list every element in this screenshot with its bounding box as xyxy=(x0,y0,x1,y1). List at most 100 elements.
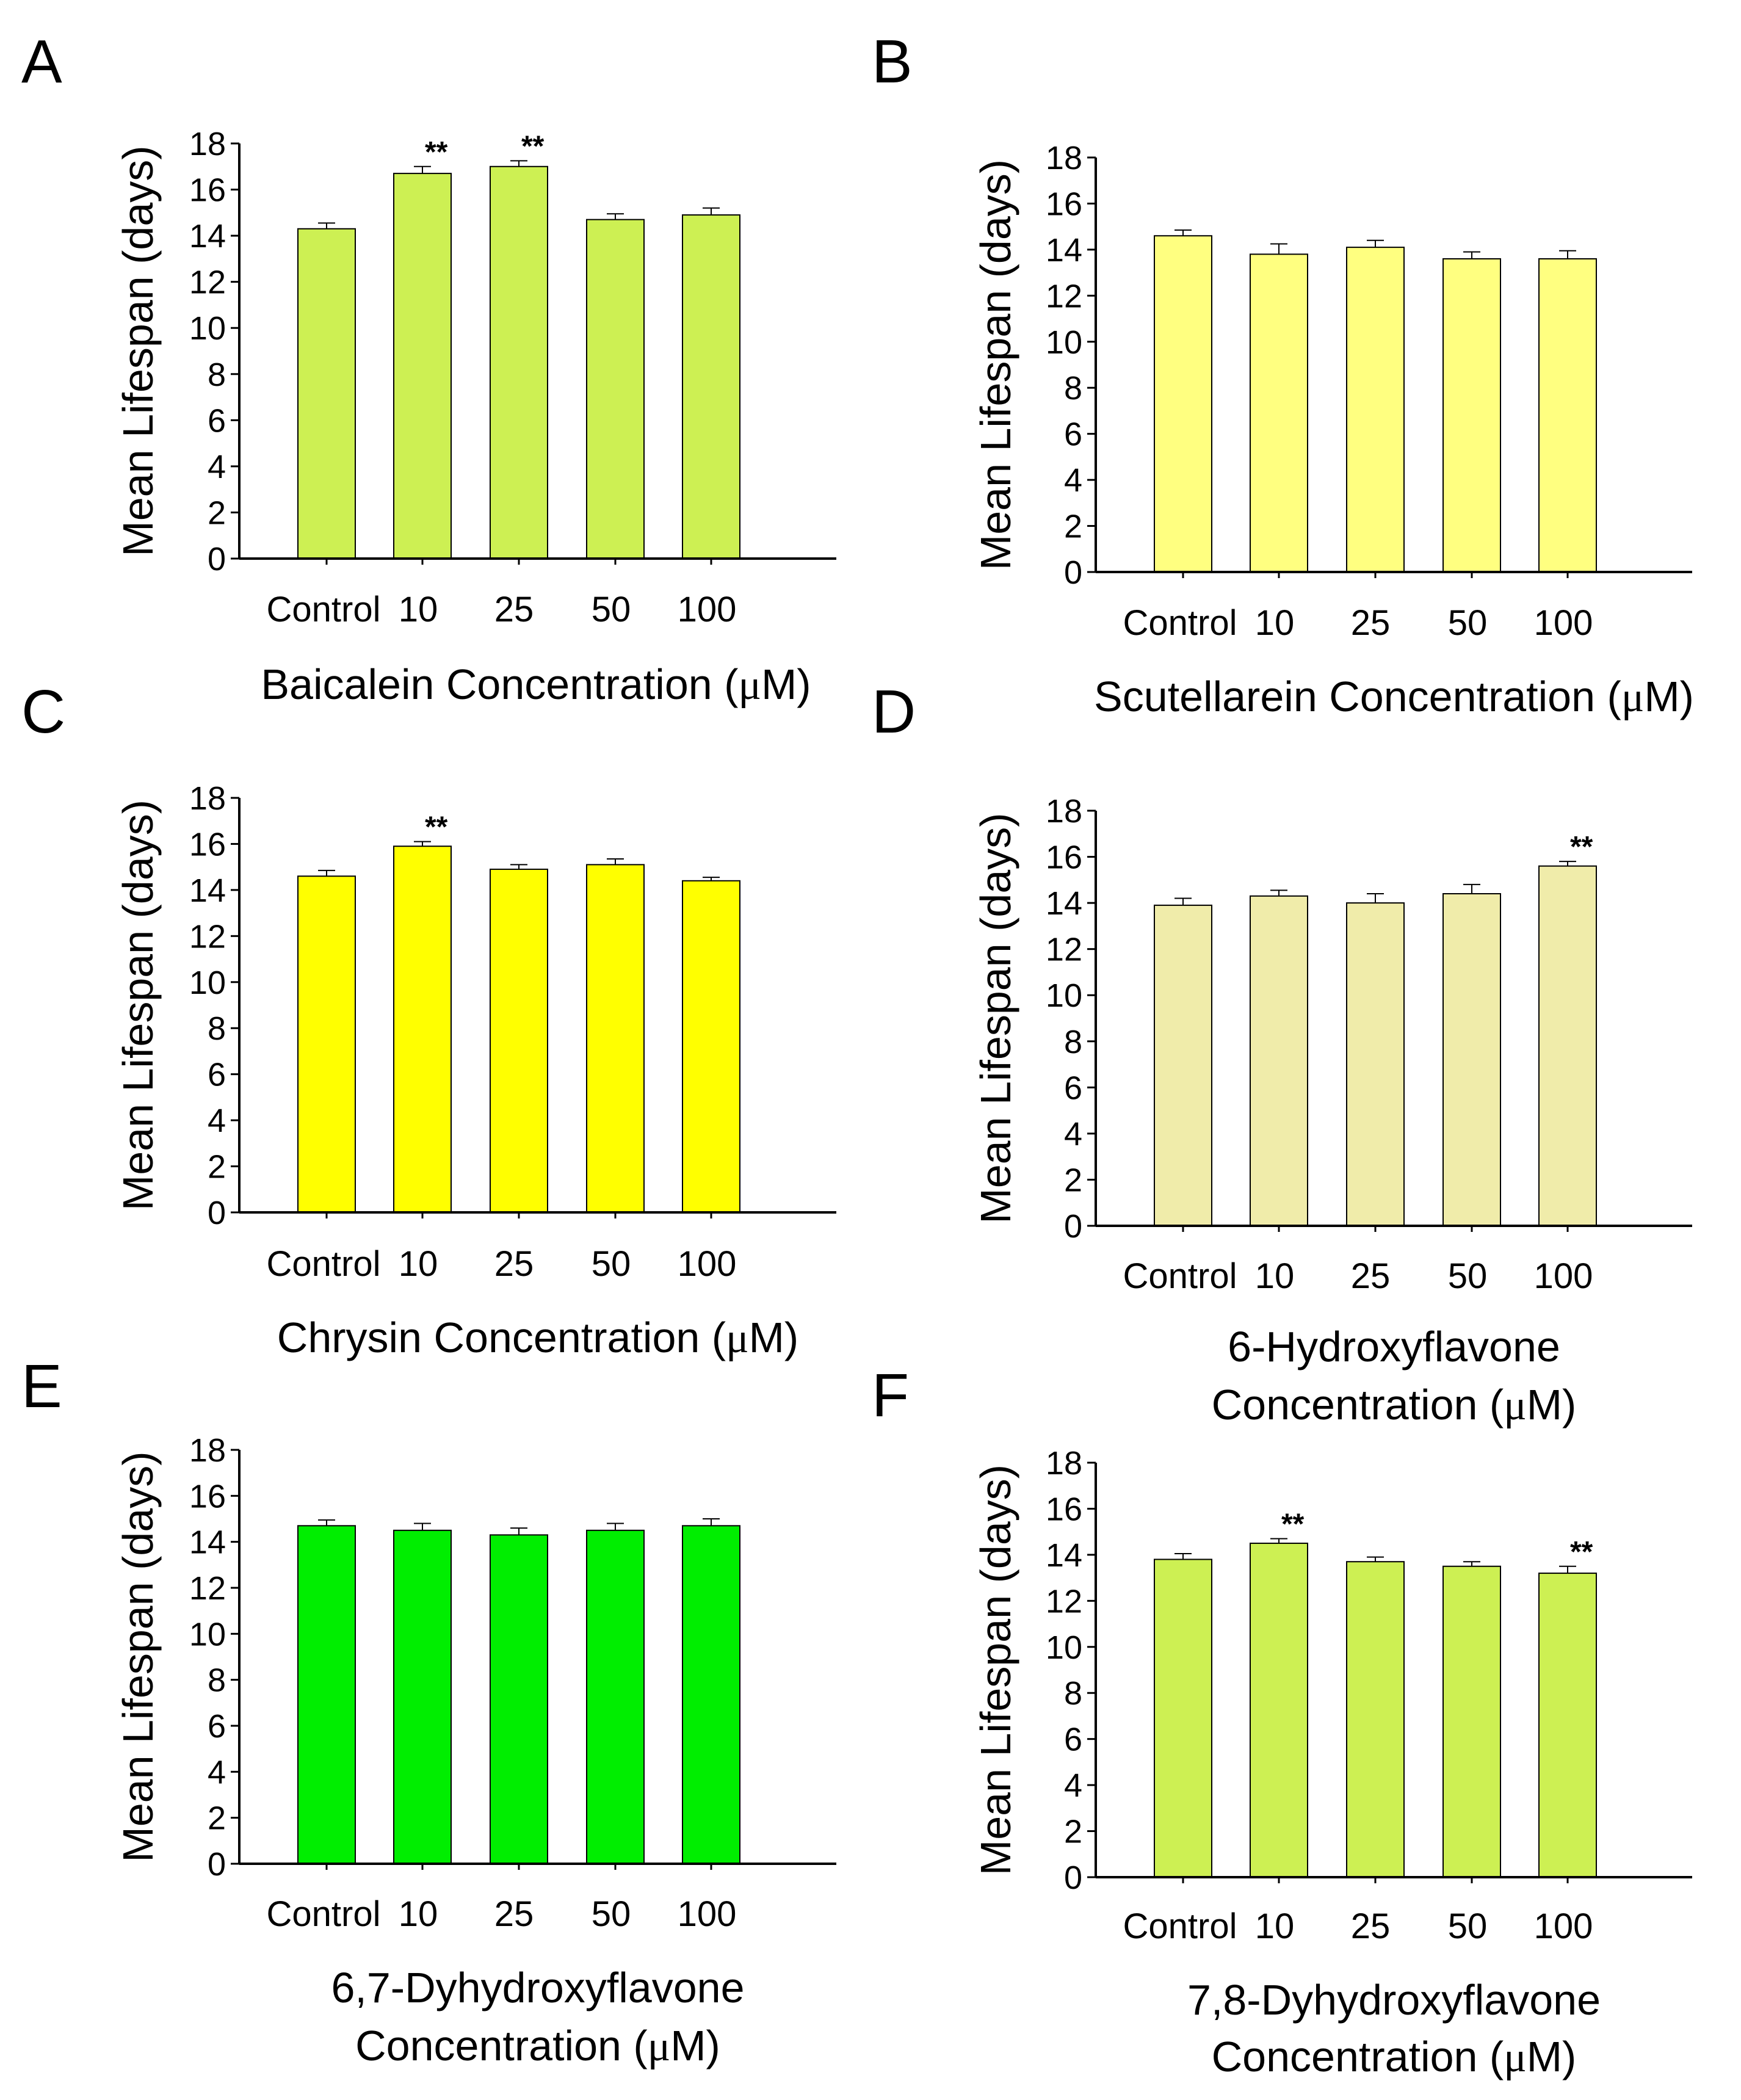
y-tick-label-a-1: 2 xyxy=(208,494,226,531)
panel-letter-f: F xyxy=(872,1361,909,1430)
x-tick-label-a-0: Control xyxy=(267,590,381,629)
bar-c-2 xyxy=(490,868,548,1213)
y-tick-label-b-8: 16 xyxy=(1046,186,1082,222)
y-tick-label-e-4: 8 xyxy=(208,1662,226,1699)
x-tick-label-e-0: Control xyxy=(267,1894,381,1934)
x-tick-label-f-2: 25 xyxy=(1351,1906,1391,1946)
y-tick-label-e-6: 12 xyxy=(189,1570,226,1607)
y-tick-label-f-4: 8 xyxy=(1064,1675,1082,1712)
bar-e-2 xyxy=(490,1534,548,1865)
bar-d-1 xyxy=(1250,895,1308,1227)
bar-b-4 xyxy=(1538,258,1597,573)
x-axis-label-b-0: Scutellarein Concentration (μM) xyxy=(1094,673,1694,721)
bar-f-2 xyxy=(1346,1561,1405,1878)
x-tick-label-c-0: Control xyxy=(267,1244,381,1284)
bar-d-4 xyxy=(1538,865,1597,1226)
panel-letter-e: E xyxy=(21,1352,62,1421)
y-tick-label-a-2: 4 xyxy=(208,449,226,485)
y-tick-label-f-3: 6 xyxy=(1064,1722,1082,1758)
bar-b-1 xyxy=(1250,253,1308,573)
x-tick-label-f-1: 10 xyxy=(1255,1906,1295,1946)
x-tick-label-a-3: 50 xyxy=(592,590,631,629)
bar-f-1 xyxy=(1250,1543,1308,1878)
x-tick-label-f-0: Control xyxy=(1123,1906,1237,1946)
x-axis-label-f-1: Concentration (μM) xyxy=(1212,2033,1577,2081)
x-tick-label-c-4: 100 xyxy=(678,1244,737,1284)
x-tick-label-d-3: 50 xyxy=(1448,1256,1488,1296)
bar-b-0 xyxy=(1154,235,1212,573)
y-tick-label-a-6: 12 xyxy=(189,264,226,301)
y-tick-label-c-4: 8 xyxy=(208,1010,226,1047)
bar-b-2 xyxy=(1346,247,1405,573)
y-tick-label-e-1: 2 xyxy=(208,1800,226,1837)
y-tick-label-d-4: 8 xyxy=(1064,1024,1082,1060)
x-tick-label-d-1: 10 xyxy=(1255,1256,1295,1296)
significance-a-1: ** xyxy=(425,136,448,168)
panel-a: A ** ** Control 10 25 50 100 0 2 4 6 8 10 12 14 16 18 Mean… xyxy=(21,27,836,709)
y-tick-label-a-4: 8 xyxy=(208,357,226,393)
y-tick-label-f-5: 10 xyxy=(1046,1629,1082,1666)
y-tick-label-d-9: 18 xyxy=(1046,793,1082,830)
x-axis-label-e-1: Concentration (μM) xyxy=(355,2022,720,2070)
y-tick-label-f-6: 12 xyxy=(1046,1583,1082,1620)
y-axis-label-b: Mean Lifespan (days) xyxy=(972,159,1019,570)
bar-d-0 xyxy=(1154,904,1212,1226)
bar-c-0 xyxy=(297,875,356,1214)
y-tick-label-f-1: 2 xyxy=(1064,1814,1082,1850)
panel-c: C ** Control 10 25 50 100 0 2 4 6 8 10 12 14 16 18 Mean L… xyxy=(21,678,836,1362)
y-axis-label-e: Mean Lifespan (days) xyxy=(114,1451,162,1862)
significance-f-4: ** xyxy=(1570,1536,1593,1568)
panel-letter-a: A xyxy=(21,27,62,96)
x-tick-label-f-4: 100 xyxy=(1534,1906,1593,1946)
y-tick-label-c-9: 18 xyxy=(189,780,226,817)
y-tick-label-e-0: 0 xyxy=(208,1846,226,1883)
y-tick-label-b-5: 10 xyxy=(1046,324,1082,361)
y-tick-label-f-2: 4 xyxy=(1064,1767,1082,1804)
bar-a-3 xyxy=(586,219,645,559)
x-tick-label-c-2: 25 xyxy=(494,1244,534,1284)
y-tick-label-d-8: 16 xyxy=(1046,839,1082,876)
x-axis-label-d-0: 6-Hydroxyflavone xyxy=(1228,1323,1560,1370)
y-tick-label-e-8: 16 xyxy=(189,1478,226,1515)
x-tick-label-d-4: 100 xyxy=(1534,1256,1593,1296)
y-tick-label-a-3: 6 xyxy=(208,402,226,439)
y-tick-label-c-3: 6 xyxy=(208,1057,226,1093)
panel-letter-d: D xyxy=(872,678,916,746)
y-tick-label-a-9: 18 xyxy=(189,126,226,162)
x-tick-label-e-3: 50 xyxy=(592,1894,631,1934)
y-tick-label-e-3: 6 xyxy=(208,1708,226,1745)
y-tick-label-c-8: 16 xyxy=(189,826,226,863)
y-tick-label-e-5: 10 xyxy=(189,1616,226,1653)
y-tick-label-d-6: 12 xyxy=(1046,932,1082,968)
y-tick-label-b-0: 0 xyxy=(1064,554,1082,591)
x-axis-label-c-0: Chrysin Concentration (μM) xyxy=(277,1314,798,1362)
significance-f-1: ** xyxy=(1281,1508,1305,1540)
y-tick-label-e-9: 18 xyxy=(189,1432,226,1469)
y-axis-label-c: Mean Lifespan (days) xyxy=(114,800,162,1211)
y-tick-label-a-5: 10 xyxy=(189,310,226,347)
bar-d-2 xyxy=(1346,902,1405,1226)
y-tick-label-b-4: 8 xyxy=(1064,370,1082,407)
y-tick-label-b-9: 18 xyxy=(1046,140,1082,176)
y-tick-label-e-2: 4 xyxy=(208,1754,226,1790)
y-tick-label-e-7: 14 xyxy=(189,1524,226,1561)
panel-e: E Control 10 25 50 100 0 2 4 6 8 10 12 14 16 18 Mean Lif… xyxy=(21,1352,836,2070)
panel-b: B Control 10 25 50 100 0 2 4 6 8 10 12 14 16 18 Mean Lif… xyxy=(872,27,1694,721)
bar-f-3 xyxy=(1442,1565,1501,1878)
y-tick-label-d-3: 6 xyxy=(1064,1070,1082,1106)
bar-e-0 xyxy=(297,1525,356,1865)
y-tick-label-d-1: 2 xyxy=(1064,1162,1082,1198)
x-tick-label-d-2: 25 xyxy=(1351,1256,1391,1296)
y-tick-label-d-5: 10 xyxy=(1046,977,1082,1014)
x-tick-label-c-1: 10 xyxy=(399,1244,438,1284)
panel-d: D ** Control 10 25 50 100 0 2 4 6 8 10 12 14 16 18 Mean L… xyxy=(872,678,1692,1429)
bar-a-2 xyxy=(490,165,548,559)
y-tick-label-d-2: 4 xyxy=(1064,1116,1082,1153)
bar-a-1 xyxy=(393,173,452,560)
x-tick-label-b-4: 100 xyxy=(1534,603,1593,643)
y-tick-label-c-1: 2 xyxy=(208,1149,226,1186)
x-tick-label-e-2: 25 xyxy=(494,1894,534,1934)
y-tick-label-f-8: 16 xyxy=(1046,1491,1082,1527)
x-axis-label-a-0: Baicalein Concentration (μM) xyxy=(261,661,811,709)
